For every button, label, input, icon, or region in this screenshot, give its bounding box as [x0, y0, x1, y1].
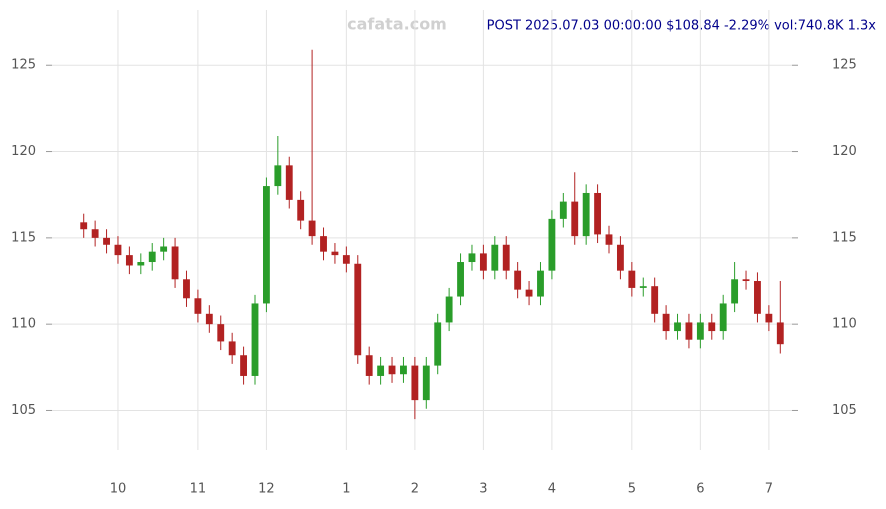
- x-tick-label: 5: [628, 482, 636, 497]
- x-tick-label: 3: [479, 482, 487, 497]
- y-tick-label: 115: [11, 230, 36, 245]
- candle-body: [559, 201, 567, 219]
- candle-body: [662, 313, 670, 332]
- candle-body: [594, 192, 602, 235]
- candle-body: [571, 201, 579, 237]
- candle-body: [502, 244, 510, 271]
- candle-body: [742, 279, 750, 282]
- candle-body: [183, 279, 190, 299]
- candle-body: [628, 270, 636, 288]
- candle-body: [331, 251, 339, 256]
- y-tick-label: 120: [11, 144, 36, 159]
- candle-body: [605, 234, 613, 245]
- candle-body: [468, 253, 476, 263]
- candle-body: [342, 255, 350, 264]
- candle-body: [754, 281, 761, 314]
- candle-body: [160, 246, 168, 252]
- x-tick-label: 11: [190, 482, 207, 497]
- x-tick-label: 4: [548, 482, 556, 497]
- candle-body: [171, 246, 179, 280]
- x-tick-label: 6: [696, 482, 704, 497]
- candle-body: [422, 365, 430, 401]
- y-tick-label: 105: [11, 403, 36, 418]
- candle-body: [582, 192, 590, 237]
- candle-body: [639, 286, 647, 288]
- x-tick-label: 1: [342, 482, 350, 497]
- candle-body: [651, 286, 659, 314]
- candle-body: [365, 355, 373, 376]
- candle-body: [377, 365, 385, 376]
- x-tick-label: 2: [411, 482, 419, 497]
- candle-body: [228, 341, 236, 356]
- candle-body: [240, 355, 248, 376]
- watermark: cafata.com: [347, 15, 447, 34]
- candle-body: [537, 270, 544, 297]
- candle-body: [491, 244, 499, 271]
- x-tick-label: 10: [110, 482, 127, 497]
- candle-body: [205, 313, 213, 325]
- candle-body: [125, 255, 133, 266]
- candle-body: [411, 365, 419, 401]
- candle-body: [251, 303, 259, 376]
- y-tick-label: 110: [11, 317, 36, 332]
- y-tick-label: 110: [832, 317, 857, 332]
- candle-body: [148, 251, 156, 263]
- chart-title: POST 2025.07.03 00:00:00 $108.84 -2.29% …: [487, 19, 877, 34]
- candle-body: [696, 322, 704, 340]
- y-tick-label: 125: [832, 58, 857, 73]
- candle-body: [674, 322, 681, 332]
- candle-body: [285, 165, 293, 200]
- candle-body: [765, 313, 773, 323]
- y-tick-label: 105: [832, 403, 857, 418]
- candle-body: [217, 324, 225, 342]
- candle-body: [91, 229, 99, 238]
- candle-body: [388, 365, 396, 375]
- candle-body: [685, 322, 693, 340]
- candle-body: [308, 220, 316, 237]
- candle-body: [114, 244, 122, 256]
- candle-body: [457, 262, 464, 297]
- candle-body: [137, 262, 145, 266]
- y-tick-label: 115: [832, 230, 857, 245]
- candle-body: [479, 253, 487, 271]
- candle-body: [548, 218, 556, 271]
- candle-body: [525, 289, 533, 297]
- candle-body: [80, 222, 88, 230]
- candle-body: [708, 322, 716, 332]
- candle-body: [274, 165, 282, 187]
- candle-body: [731, 279, 739, 304]
- candle-body: [445, 296, 453, 323]
- candle-body: [262, 186, 270, 304]
- candle-body: [103, 237, 110, 245]
- y-tick-label: 125: [11, 58, 36, 73]
- candle-body: [434, 322, 442, 366]
- candle-body: [400, 365, 407, 375]
- candle-body: [616, 244, 624, 271]
- y-tick-label: 120: [832, 144, 857, 159]
- candle-body: [354, 263, 362, 356]
- candle-body: [320, 236, 327, 252]
- candle-body: [297, 199, 305, 221]
- x-tick-label: 12: [258, 482, 275, 497]
- candle-body: [776, 322, 784, 345]
- candle-body: [514, 270, 522, 290]
- candle-body: [719, 303, 727, 332]
- candle-body: [194, 298, 202, 314]
- x-tick-label: 7: [765, 482, 773, 497]
